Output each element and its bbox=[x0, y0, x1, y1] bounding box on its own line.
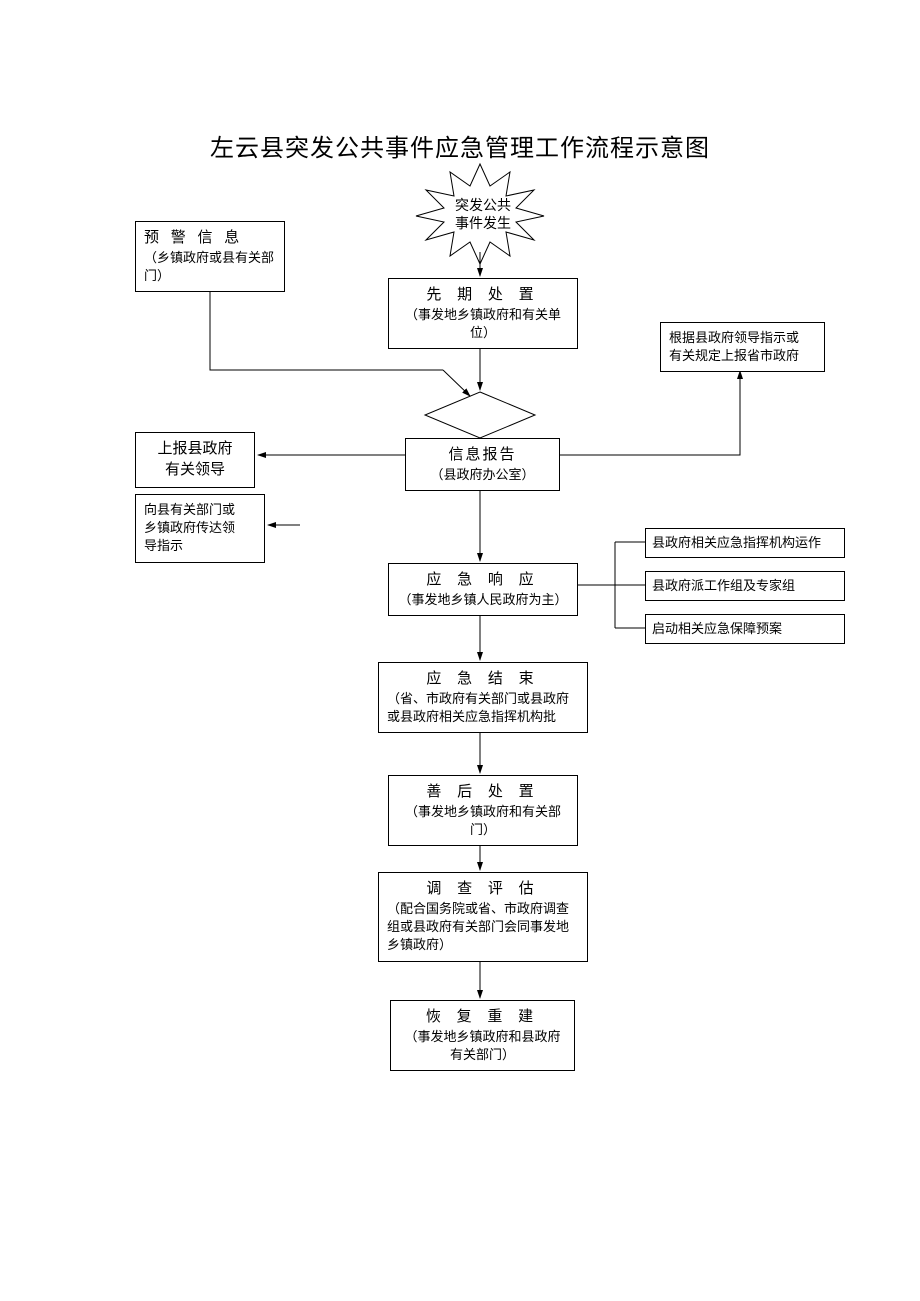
starburst-line2: 事件发生 bbox=[455, 217, 511, 232]
note-report-up-line1: 根据县政府领导指示或 bbox=[669, 330, 799, 345]
node-side3: 启动相关应急保障预案 bbox=[645, 614, 845, 644]
report-leader-line2: 有关领导 bbox=[165, 462, 225, 478]
node-aftermath-heading: 善 后 处 置 bbox=[397, 782, 569, 803]
node-response: 应 急 响 应 （事发地乡镇人民政府为主） bbox=[388, 563, 578, 616]
node-investigate: 调 查 评 估 （配合国务院或省、市政府调查组或县政府有关部门会同事发地乡镇政府… bbox=[378, 872, 588, 962]
node-initial-heading: 先 期 处 置 bbox=[397, 285, 569, 306]
node-end-sub: （省、市政府有关部门或县政府或县政府相关应急指挥机构批 bbox=[387, 690, 579, 726]
node-rebuild: 恢 复 重 建 （事发地乡镇政府和县政府有关部门） bbox=[390, 1000, 575, 1071]
note-report-up-line2: 有关规定上报省市政府 bbox=[669, 348, 799, 363]
starburst-line1: 突发公共 bbox=[455, 199, 511, 214]
node-response-sub: （事发地乡镇人民政府为主） bbox=[397, 591, 569, 609]
node-end: 应 急 结 束 （省、市政府有关部门或县政府或县政府相关应急指挥机构批 bbox=[378, 662, 588, 733]
node-investigate-heading: 调 查 评 估 bbox=[387, 879, 579, 900]
decision-diamond bbox=[425, 392, 535, 438]
node-side2: 县政府派工作组及专家组 bbox=[645, 571, 845, 601]
node-report: 信息报告 （县政府办公室） bbox=[405, 438, 560, 491]
node-convey: 向县有关部门或 乡镇政府传达领 导指示 bbox=[135, 494, 265, 563]
node-report-leader: 上报县政府 有关领导 bbox=[135, 432, 255, 488]
node-aftermath-sub: （事发地乡镇政府和有关部门） bbox=[397, 803, 569, 839]
node-report-sub: （县政府办公室） bbox=[414, 466, 551, 484]
node-report-heading: 信息报告 bbox=[414, 445, 551, 466]
convey-line1: 向县有关部门或 bbox=[144, 502, 235, 517]
flowchart-svg bbox=[0, 0, 920, 1301]
convey-line2: 乡镇政府传达领 bbox=[144, 520, 235, 535]
node-note-report-up: 根据县政府领导指示或 有关规定上报省市政府 bbox=[660, 322, 825, 372]
side2-text: 县政府派工作组及专家组 bbox=[652, 578, 795, 593]
report-leader-line1: 上报县政府 bbox=[157, 441, 232, 457]
node-response-heading: 应 急 响 应 bbox=[397, 570, 569, 591]
side1-text: 县政府相关应急指挥机构运作 bbox=[652, 535, 821, 550]
starburst-label: 突发公共 事件发生 bbox=[448, 198, 518, 234]
side3-text: 启动相关应急保障预案 bbox=[652, 621, 782, 636]
node-rebuild-heading: 恢 复 重 建 bbox=[399, 1007, 566, 1028]
node-rebuild-sub: （事发地乡镇政府和县政府有关部门） bbox=[399, 1028, 566, 1064]
node-end-heading: 应 急 结 束 bbox=[387, 669, 579, 690]
node-warning-heading: 预 警 信 息 bbox=[144, 228, 276, 249]
convey-line3: 导指示 bbox=[144, 538, 183, 553]
node-investigate-sub: （配合国务院或省、市政府调查组或县政府有关部门会同事发地乡镇政府） bbox=[387, 900, 579, 955]
node-aftermath: 善 后 处 置 （事发地乡镇政府和有关部门） bbox=[388, 775, 578, 846]
node-initial: 先 期 处 置 （事发地乡镇政府和有关单位） bbox=[388, 278, 578, 349]
node-initial-sub: （事发地乡镇政府和有关单位） bbox=[397, 306, 569, 342]
diagram-title: 左云县突发公共事件应急管理工作流程示意图 bbox=[0, 128, 920, 163]
node-warning: 预 警 信 息 （乡镇政府或县有关部门） bbox=[135, 221, 285, 292]
node-side1: 县政府相关应急指挥机构运作 bbox=[645, 528, 845, 558]
node-warning-sub: （乡镇政府或县有关部门） bbox=[144, 249, 276, 285]
